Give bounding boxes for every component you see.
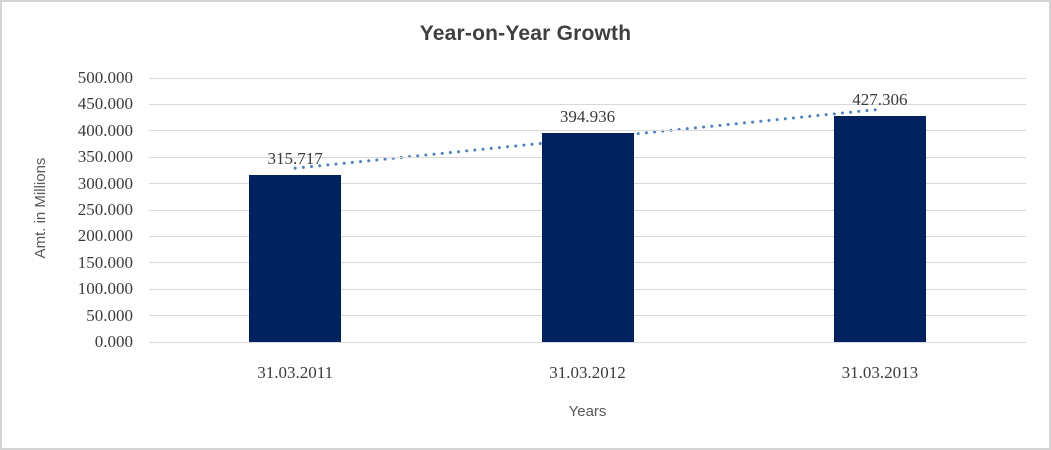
y-tick-label: 500.000 bbox=[77, 68, 133, 87]
gridline bbox=[149, 77, 1026, 79]
chart-title: Year-on-Year Growth bbox=[419, 22, 632, 45]
y-tick-label: 350.000 bbox=[77, 147, 133, 167]
x-axis-title: Years bbox=[568, 403, 607, 420]
y-tick-label: 0.000 bbox=[94, 332, 133, 351]
y-tick-label: 150.000 bbox=[77, 252, 133, 272]
bar-value-label: 394.936 bbox=[559, 107, 616, 127]
y-tick-label: 400.000 bbox=[77, 120, 133, 140]
x-tick-label: 31.03.2012 bbox=[549, 363, 626, 382]
x-tick-label: 31.03.2013 bbox=[841, 363, 919, 382]
x-tick-label: 31.03.2011 bbox=[257, 363, 334, 382]
y-tick-label: 250.000 bbox=[77, 200, 133, 219]
bar-value-label: 315.717 bbox=[267, 149, 323, 169]
y-tick-label: 50.000 bbox=[86, 305, 133, 325]
bar bbox=[541, 133, 634, 342]
y-tick-label: 450.000 bbox=[77, 94, 133, 114]
y-tick-label: 300.000 bbox=[77, 173, 133, 193]
gridline bbox=[149, 103, 1026, 105]
bar bbox=[249, 175, 342, 342]
gridline bbox=[149, 130, 1026, 132]
y-tick-label: 100.000 bbox=[77, 279, 133, 299]
bar-value-label: 427.306 bbox=[852, 90, 908, 110]
bar bbox=[833, 116, 926, 342]
gridline bbox=[149, 341, 1026, 343]
y-tick-label: 200.000 bbox=[77, 226, 133, 246]
